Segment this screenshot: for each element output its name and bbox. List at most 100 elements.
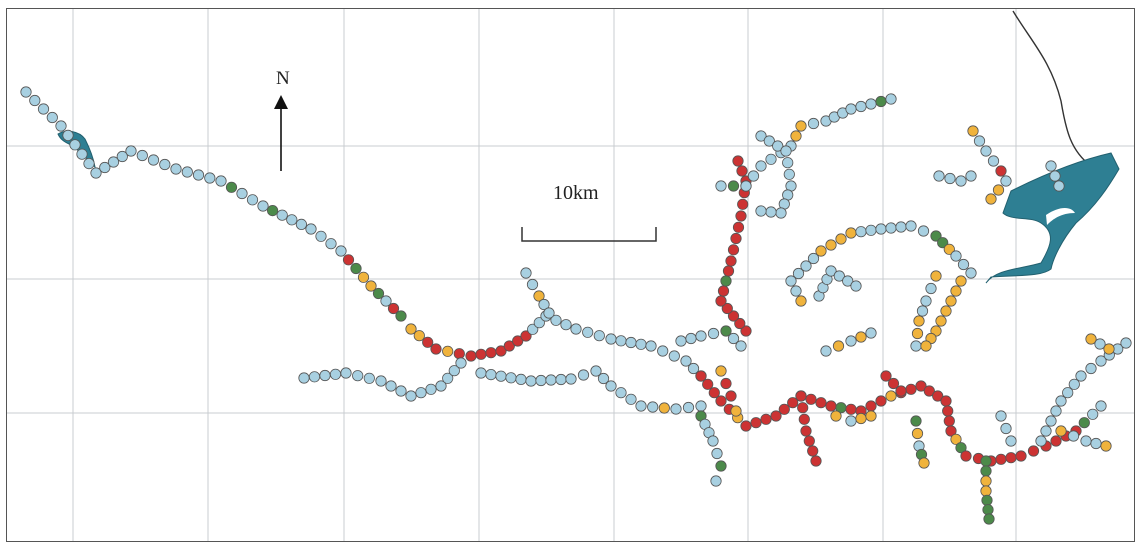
survey-point bbox=[865, 400, 877, 412]
survey-point bbox=[835, 233, 847, 245]
survey-point bbox=[955, 275, 967, 287]
survey-point bbox=[1095, 400, 1107, 412]
survey-point bbox=[763, 135, 775, 147]
survey-point bbox=[319, 369, 331, 382]
survey-point bbox=[755, 130, 767, 142]
survey-point bbox=[442, 372, 454, 384]
survey-point bbox=[525, 375, 537, 387]
survey-point bbox=[1000, 175, 1012, 187]
survey-point bbox=[855, 226, 867, 238]
survey-point bbox=[422, 336, 434, 348]
survey-point bbox=[1027, 445, 1040, 457]
survey-point bbox=[435, 380, 447, 392]
survey-point bbox=[925, 282, 937, 295]
survey-point bbox=[920, 295, 932, 307]
survey-point bbox=[707, 327, 720, 340]
survey-point bbox=[725, 255, 737, 267]
survey-point bbox=[442, 345, 454, 357]
survey-point bbox=[845, 403, 857, 415]
survey-point bbox=[995, 410, 1007, 422]
survey-point bbox=[405, 390, 417, 402]
survey-point bbox=[880, 370, 892, 382]
survey-point bbox=[910, 415, 922, 427]
survey-point bbox=[69, 139, 81, 151]
survey-point bbox=[515, 373, 527, 385]
survey-point bbox=[792, 267, 805, 280]
survey-point bbox=[533, 317, 545, 329]
survey-point bbox=[933, 170, 945, 182]
survey-point bbox=[727, 332, 740, 345]
survey-point bbox=[830, 410, 842, 422]
coastline bbox=[1012, 10, 1092, 167]
scale-bar-line bbox=[521, 227, 657, 242]
survey-point bbox=[1068, 378, 1080, 390]
survey-point bbox=[555, 373, 567, 386]
survey-point bbox=[950, 250, 962, 262]
survey-point bbox=[329, 368, 342, 380]
survey-point bbox=[895, 221, 907, 233]
survey-point bbox=[945, 295, 957, 307]
survey-point bbox=[363, 372, 375, 384]
estuary-inlet bbox=[1046, 207, 1075, 225]
survey-point bbox=[943, 415, 955, 427]
survey-point bbox=[711, 447, 723, 460]
survey-point bbox=[1050, 405, 1062, 417]
survey-point bbox=[992, 184, 1005, 196]
survey-point bbox=[350, 262, 362, 275]
survey-point bbox=[475, 348, 487, 360]
survey-point bbox=[1094, 338, 1106, 350]
survey-point bbox=[730, 232, 742, 245]
survey-point bbox=[357, 271, 370, 283]
survey-point bbox=[820, 345, 832, 357]
survey-point bbox=[455, 357, 467, 369]
survey-point bbox=[732, 155, 744, 167]
survey-point bbox=[727, 310, 740, 322]
survey-point bbox=[340, 367, 352, 379]
survey-point bbox=[905, 220, 917, 232]
survey-point bbox=[815, 245, 827, 257]
survey-point bbox=[565, 373, 577, 385]
survey-point bbox=[192, 169, 205, 181]
survey-point bbox=[159, 158, 171, 171]
survey-point bbox=[107, 156, 120, 168]
survey-point bbox=[980, 475, 992, 487]
survey-point bbox=[266, 205, 279, 217]
survey-point bbox=[865, 410, 877, 422]
survey-point bbox=[930, 230, 942, 242]
survey-point bbox=[635, 400, 647, 412]
survey-point bbox=[658, 402, 670, 414]
survey-point bbox=[257, 200, 269, 212]
survey-point bbox=[1075, 370, 1087, 382]
survey-point bbox=[615, 387, 627, 399]
survey-point bbox=[740, 420, 752, 432]
survey-point bbox=[538, 298, 550, 311]
survey-point bbox=[181, 166, 193, 178]
survey-point bbox=[453, 348, 465, 360]
survey-point bbox=[720, 377, 732, 390]
survey-point bbox=[911, 327, 924, 340]
survey-point bbox=[204, 172, 216, 184]
survey-point bbox=[680, 355, 692, 367]
survey-point bbox=[807, 117, 820, 130]
north-arrow-head bbox=[274, 95, 288, 109]
survey-point bbox=[833, 270, 845, 282]
survey-point bbox=[276, 209, 288, 221]
survey-point bbox=[1090, 437, 1102, 450]
survey-point bbox=[527, 323, 539, 335]
survey-point bbox=[1045, 415, 1057, 427]
survey-point bbox=[937, 237, 949, 249]
survey-point bbox=[625, 393, 637, 405]
survey-point bbox=[740, 325, 752, 337]
survey-point bbox=[755, 160, 767, 172]
survey-point bbox=[722, 265, 735, 277]
survey-point bbox=[995, 165, 1007, 177]
survey-points bbox=[20, 86, 1132, 525]
survey-point bbox=[335, 245, 347, 257]
survey-point bbox=[740, 180, 752, 192]
survey-point bbox=[957, 258, 970, 271]
survey-point bbox=[772, 140, 784, 152]
survey-point bbox=[495, 345, 507, 357]
survey-point bbox=[980, 465, 992, 477]
survey-point bbox=[29, 94, 41, 107]
survey-point bbox=[805, 393, 817, 405]
